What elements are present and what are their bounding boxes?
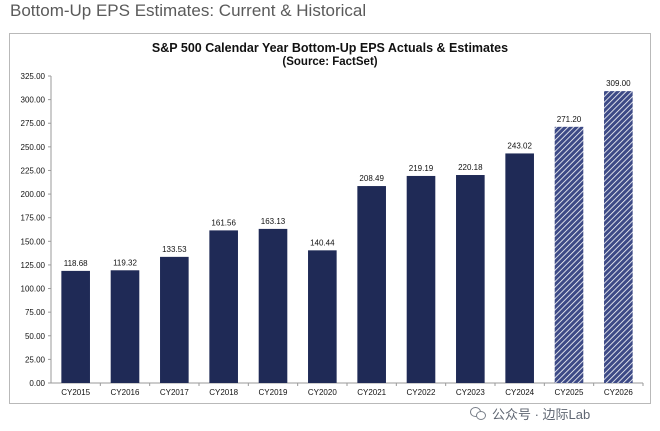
bar-cy2024 [505, 153, 534, 383]
bar-cy2026 [604, 91, 633, 384]
y-tick-label: 25.00 [25, 355, 46, 364]
y-tick-label: 275.00 [21, 119, 46, 128]
x-tick-label: CY2017 [160, 388, 189, 397]
y-tick-label: 150.00 [21, 237, 46, 246]
chart-title: S&P 500 Calendar Year Bottom-Up EPS Actu… [151, 41, 509, 55]
y-tick-label: 325.00 [21, 72, 46, 81]
bar-cy2018 [209, 230, 238, 383]
bar-cy2022 [406, 175, 436, 383]
x-tick-label: CY2021 [357, 388, 386, 397]
y-tick-label: 0.00 [29, 379, 45, 388]
wechat-icon [470, 407, 486, 420]
eps-bar-chart: 0.00 25.00 50.00 75.00 100.00 125.00 150.00 175… [21, 72, 644, 397]
bar-cy2020 [308, 250, 337, 383]
bar-cy2025 [554, 126, 584, 383]
bar-cy2021 [357, 186, 386, 383]
data-label-cy2026: 309.00 [606, 79, 631, 88]
x-tick-label: CY2020 [308, 388, 337, 397]
y-tick-label: 75.00 [25, 308, 46, 317]
x-tick-label: CY2019 [259, 388, 288, 397]
bar-cy2015 [61, 270, 90, 383]
chart-frame: S&P 500 Calendar Year Bottom-Up EPS Actu… [9, 33, 651, 404]
bar-cy2017 [160, 256, 189, 383]
bar-cy2019 [258, 228, 288, 383]
data-label-cy2023: 220.18 [458, 163, 483, 172]
x-tick-label: CY2026 [604, 388, 633, 397]
x-tick-label: CY2023 [456, 388, 485, 397]
y-tick-label: 250.00 [21, 143, 46, 152]
bar-cy2016 [110, 270, 140, 383]
data-label-cy2021: 208.49 [359, 174, 384, 183]
x-tick-label: CY2018 [209, 388, 238, 397]
watermark-text: 公众号 · 边际Lab [492, 407, 591, 422]
y-tick-label: 200.00 [21, 190, 46, 199]
data-label-cy2019: 163.13 [261, 217, 286, 226]
x-tick-label: CY2024 [505, 388, 534, 397]
x-tick-label: CY2022 [407, 388, 436, 397]
data-label-cy2015: 118.68 [64, 259, 88, 268]
watermark: 公众号 · 边际Lab [470, 404, 590, 423]
y-tick-label: 100.00 [21, 285, 46, 294]
y-tick-label: 175.00 [21, 214, 46, 223]
data-label-cy2020: 140.44 [310, 238, 335, 247]
data-label-cy2016: 119.32 [113, 258, 137, 267]
page-heading: Bottom-Up EPS Estimates: Current & Histo… [10, 1, 367, 20]
data-label-cy2024: 243.02 [507, 141, 532, 150]
x-tick-label: CY2025 [555, 388, 584, 397]
x-tick-label: CY2016 [111, 388, 140, 397]
y-tick-label: 125.00 [21, 261, 46, 270]
y-tick-label: 300.00 [21, 96, 46, 105]
chart-subtitle: (Source: FactSet) [282, 56, 378, 68]
data-label-cy2022: 219.19 [409, 164, 434, 173]
y-tick-label: 50.00 [25, 332, 46, 341]
data-label-cy2018: 161.56 [211, 218, 236, 227]
y-tick-label: 225.00 [21, 166, 46, 175]
bar-cy2023 [456, 175, 485, 383]
x-tick-label: CY2015 [61, 388, 90, 397]
data-label-cy2025: 271.20 [557, 115, 582, 124]
data-label-cy2017: 133.53 [162, 245, 187, 254]
